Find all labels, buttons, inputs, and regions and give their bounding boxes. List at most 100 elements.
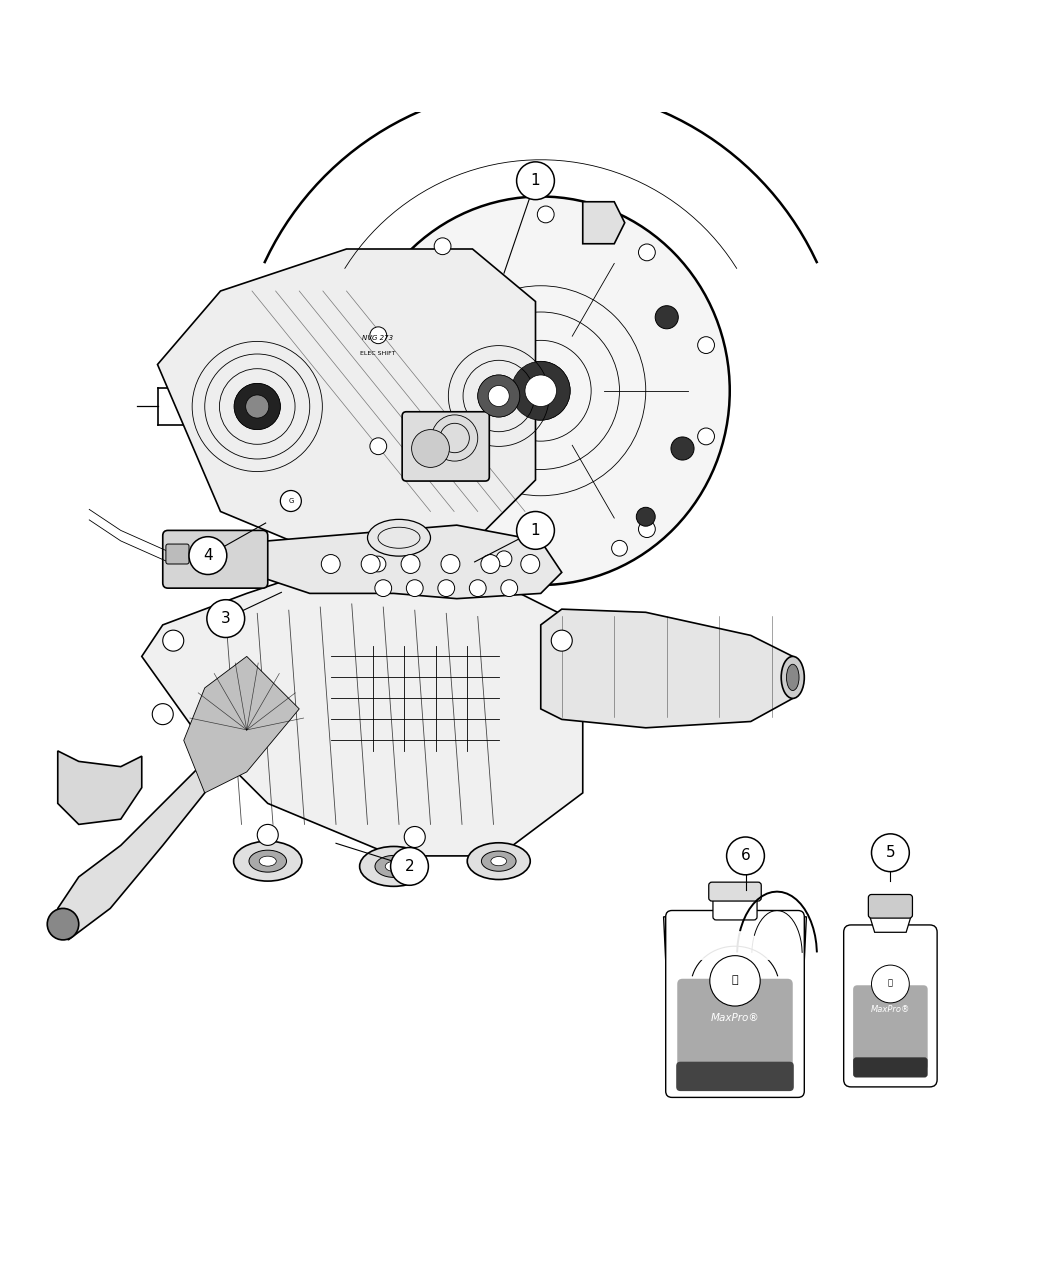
Ellipse shape (611, 541, 628, 556)
Ellipse shape (488, 385, 509, 407)
Circle shape (401, 555, 420, 574)
Ellipse shape (482, 850, 517, 871)
Ellipse shape (781, 657, 804, 699)
Ellipse shape (636, 507, 655, 527)
Ellipse shape (359, 847, 428, 886)
Text: 1: 1 (530, 173, 541, 189)
Ellipse shape (478, 375, 520, 417)
Polygon shape (247, 525, 562, 599)
Ellipse shape (538, 207, 554, 223)
Polygon shape (869, 915, 911, 932)
Circle shape (517, 162, 554, 200)
Ellipse shape (786, 664, 799, 691)
Polygon shape (664, 917, 806, 1091)
Circle shape (438, 580, 455, 597)
Text: G: G (288, 499, 294, 504)
Polygon shape (184, 657, 299, 793)
Ellipse shape (370, 326, 386, 344)
Circle shape (727, 836, 764, 875)
Ellipse shape (538, 558, 554, 575)
Circle shape (469, 580, 486, 597)
Text: 5: 5 (885, 845, 896, 861)
Circle shape (321, 555, 340, 574)
Circle shape (375, 580, 392, 597)
Ellipse shape (435, 527, 452, 543)
Text: 2: 2 (404, 859, 415, 873)
Circle shape (441, 555, 460, 574)
Ellipse shape (385, 862, 402, 871)
Polygon shape (58, 751, 142, 825)
Ellipse shape (697, 337, 714, 353)
Text: MaxPro®: MaxPro® (711, 1012, 759, 1023)
Polygon shape (58, 761, 205, 940)
Circle shape (551, 630, 572, 652)
Ellipse shape (697, 428, 714, 445)
Polygon shape (541, 609, 793, 728)
Polygon shape (699, 932, 771, 959)
Circle shape (257, 825, 278, 845)
FancyBboxPatch shape (402, 412, 489, 481)
Polygon shape (862, 955, 919, 977)
FancyBboxPatch shape (676, 1062, 794, 1091)
FancyBboxPatch shape (853, 1057, 928, 1077)
Ellipse shape (496, 551, 512, 566)
FancyBboxPatch shape (166, 544, 189, 564)
Ellipse shape (638, 520, 655, 538)
Text: MaxPro®: MaxPro® (870, 1005, 910, 1014)
Circle shape (710, 956, 760, 1006)
Ellipse shape (352, 196, 730, 585)
Ellipse shape (467, 843, 530, 880)
Circle shape (521, 555, 540, 574)
Ellipse shape (655, 306, 678, 329)
Circle shape (481, 555, 500, 574)
Circle shape (406, 580, 423, 597)
Ellipse shape (435, 238, 452, 255)
Circle shape (872, 965, 909, 1003)
Circle shape (391, 848, 428, 885)
FancyBboxPatch shape (677, 979, 793, 1068)
Circle shape (280, 491, 301, 511)
Circle shape (189, 537, 227, 575)
Circle shape (152, 704, 173, 724)
Ellipse shape (525, 375, 556, 407)
Ellipse shape (259, 857, 276, 866)
Circle shape (361, 555, 380, 574)
Text: 3: 3 (220, 611, 231, 626)
Text: Ⓜ: Ⓜ (888, 978, 892, 987)
Ellipse shape (233, 842, 302, 881)
Text: ELEC SHIFT: ELEC SHIFT (360, 352, 396, 357)
Text: 4: 4 (203, 548, 213, 564)
Circle shape (517, 511, 554, 550)
Text: 6: 6 (740, 848, 751, 863)
Ellipse shape (491, 857, 507, 866)
Text: NVG 273: NVG 273 (362, 335, 394, 342)
Text: Ⓜ: Ⓜ (732, 975, 738, 984)
Ellipse shape (671, 437, 694, 460)
FancyBboxPatch shape (713, 895, 757, 921)
Polygon shape (583, 201, 625, 244)
FancyBboxPatch shape (844, 924, 937, 1086)
Ellipse shape (47, 908, 79, 940)
Circle shape (163, 630, 184, 652)
Ellipse shape (249, 850, 287, 872)
Text: 1: 1 (530, 523, 541, 538)
Ellipse shape (368, 519, 430, 556)
Ellipse shape (370, 437, 386, 455)
Polygon shape (158, 249, 536, 564)
FancyBboxPatch shape (853, 986, 928, 1070)
FancyBboxPatch shape (868, 895, 912, 918)
Ellipse shape (234, 384, 280, 430)
Text: MOPAR: MOPAR (724, 994, 748, 1000)
Ellipse shape (638, 244, 655, 261)
Circle shape (207, 599, 245, 638)
Polygon shape (142, 572, 583, 856)
Circle shape (872, 834, 909, 872)
FancyBboxPatch shape (163, 530, 268, 588)
Ellipse shape (246, 395, 269, 418)
Ellipse shape (511, 361, 570, 421)
Circle shape (412, 430, 449, 468)
FancyBboxPatch shape (666, 910, 804, 1098)
Ellipse shape (370, 556, 386, 572)
Circle shape (501, 580, 518, 597)
Ellipse shape (375, 856, 413, 877)
